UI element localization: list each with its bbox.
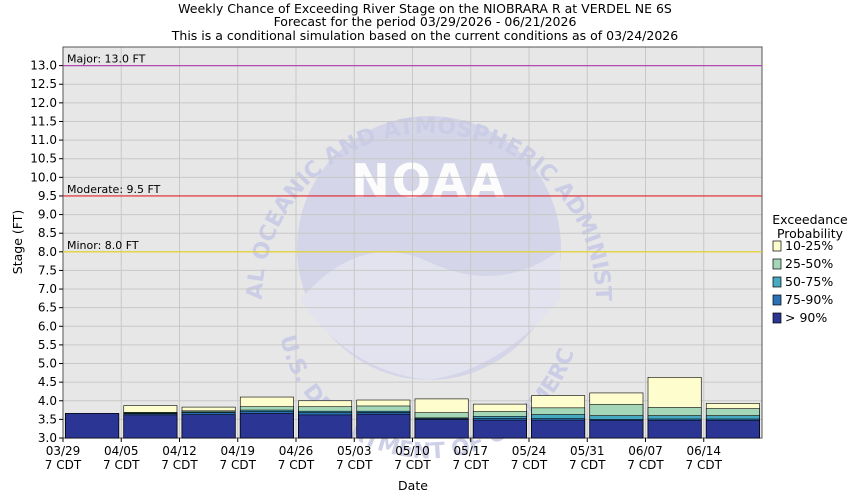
y-tick-label: 8.0 <box>38 245 57 259</box>
y-tick-label: 8.5 <box>38 226 57 240</box>
x-axis-label: Date <box>398 478 428 493</box>
y-tick-label: 9.0 <box>38 208 57 222</box>
legend-swatch <box>772 258 782 270</box>
y-tick-label: 7.5 <box>38 263 57 277</box>
bar-segment <box>472 419 527 439</box>
x-tick-label: 05/24 <box>512 444 547 458</box>
x-tick-label: 04/05 <box>104 444 139 458</box>
y-tick-label: 5.0 <box>38 357 57 371</box>
y-tick-label: 6.5 <box>38 301 57 315</box>
bars <box>65 377 760 439</box>
legend-label: 50-75% <box>785 274 833 289</box>
x-tick-label: 05/03 <box>337 444 372 458</box>
legend-title-line-2: Probability <box>777 226 844 241</box>
x-tick-sublabel: 7 CDT <box>511 458 548 472</box>
x-tick-sublabel: 7 CDT <box>686 458 723 472</box>
noaa-logo-wave <box>300 250 560 380</box>
legend-label: > 90% <box>785 310 827 325</box>
y-tick-label: 4.5 <box>38 375 57 389</box>
bar-stack <box>705 403 760 439</box>
x-tick-label: 05/10 <box>395 444 430 458</box>
x-tick-sublabel: 7 CDT <box>278 458 315 472</box>
legend-swatch <box>772 294 782 306</box>
legend-swatch <box>772 312 782 324</box>
x-tick-sublabel: 7 CDT <box>627 458 664 472</box>
x-tick-sublabel: 7 CDT <box>569 458 606 472</box>
legend-label: 75-90% <box>785 292 833 307</box>
legend-label: 10-25% <box>785 238 833 253</box>
y-tick-label: 12.5 <box>30 77 57 91</box>
y-tick-label: 13.0 <box>30 59 57 73</box>
legend-swatch <box>772 240 782 252</box>
y-tick-label: 3.0 <box>38 431 57 445</box>
threshold-label: Major: 13.0 FT <box>67 53 146 66</box>
x-tick-label: 06/14 <box>686 444 721 458</box>
x-tick-label: 03/29 <box>46 444 81 458</box>
bar-segment <box>589 420 644 439</box>
legend: Exceedance Probability 10-25% 25-50% 50-75… <box>772 212 848 325</box>
noaa-logo-text: NOAA <box>351 154 507 208</box>
bar-stack <box>123 405 178 439</box>
y-tick-label: 3.5 <box>38 412 57 426</box>
bar-segment <box>705 420 760 439</box>
bar-stack <box>472 403 527 439</box>
x-tick-sublabel: 7 CDT <box>103 458 140 472</box>
bar-segment <box>239 413 294 439</box>
bar-stack <box>414 398 469 439</box>
y-tick-label: 11.5 <box>30 114 57 128</box>
x-tick-sublabel: 7 CDT <box>45 458 82 472</box>
chart-subtitle-period: Forecast for the period 03/29/2026 - 06/… <box>274 14 577 29</box>
threshold-label: Minor: 8.0 FT <box>67 239 139 252</box>
bar-segment <box>298 414 353 439</box>
x-tick-label: 04/12 <box>162 444 197 458</box>
y-tick-label: 9.5 <box>38 189 57 203</box>
x-tick-label: 06/07 <box>628 444 663 458</box>
y-tick-label: 12.0 <box>30 96 57 110</box>
legend-title-line-1: Exceedance <box>772 212 848 227</box>
legend-swatch <box>772 276 782 288</box>
y-tick-label: 7.0 <box>38 282 57 296</box>
x-tick-label: 05/17 <box>453 444 488 458</box>
bar-stack <box>65 413 120 439</box>
threshold-label: Moderate: 9.5 FT <box>67 183 161 196</box>
y-tick-label: 10.0 <box>30 170 57 184</box>
bar-segment <box>65 413 120 439</box>
bar-segment <box>181 414 236 439</box>
bar-segment <box>647 420 702 439</box>
x-tick-sublabel: 7 CDT <box>394 458 431 472</box>
bar-stack <box>181 406 236 439</box>
y-tick-label: 10.5 <box>30 152 57 166</box>
y-axis-label: Stage (FT) <box>10 210 25 274</box>
flood-thresholds: Major: 13.0 FT Moderate: 9.5 FT Minor: 8.0… <box>63 53 762 253</box>
bar-segment <box>531 419 586 439</box>
y-axis: 3.0 3.5 4.0 4.5 5.0 5.5 6.0 6.5 7.0 7.5 8.0 8.5 9.0 9… <box>30 59 63 445</box>
x-tick-sublabel: 7 CDT <box>336 458 373 472</box>
y-tick-label: 4.0 <box>38 394 57 408</box>
bar-stack <box>531 395 586 439</box>
x-tick-sublabel: 7 CDT <box>453 458 490 472</box>
bar-stack <box>589 392 644 439</box>
bar-stack <box>647 377 702 439</box>
y-tick-label: 11.0 <box>30 133 57 147</box>
bar-stack <box>239 396 294 439</box>
x-tick-label: 04/26 <box>279 444 314 458</box>
bar-segment <box>356 413 411 439</box>
chart-titles: Weekly Chance of Exceeding River Stage o… <box>171 1 678 43</box>
y-tick-label: 6.0 <box>38 319 57 333</box>
bar-stack <box>298 400 353 439</box>
bar-segment <box>414 419 469 439</box>
legend-label: 25-50% <box>785 256 833 271</box>
x-tick-sublabel: 7 CDT <box>220 458 257 472</box>
bar-stack <box>356 399 411 439</box>
x-tick-sublabel: 7 CDT <box>161 458 198 472</box>
bar-segment <box>123 414 178 439</box>
y-tick-label: 5.5 <box>38 338 57 352</box>
legend-entries: 10-25% 25-50% 50-75% 75-90% > 90% <box>772 238 833 325</box>
chart-subtitle-conditions: This is a conditional simulation based o… <box>171 28 678 43</box>
x-tick-label: 05/31 <box>570 444 605 458</box>
chart-title: Weekly Chance of Exceeding River Stage o… <box>178 1 672 16</box>
x-tick-label: 04/19 <box>220 444 255 458</box>
